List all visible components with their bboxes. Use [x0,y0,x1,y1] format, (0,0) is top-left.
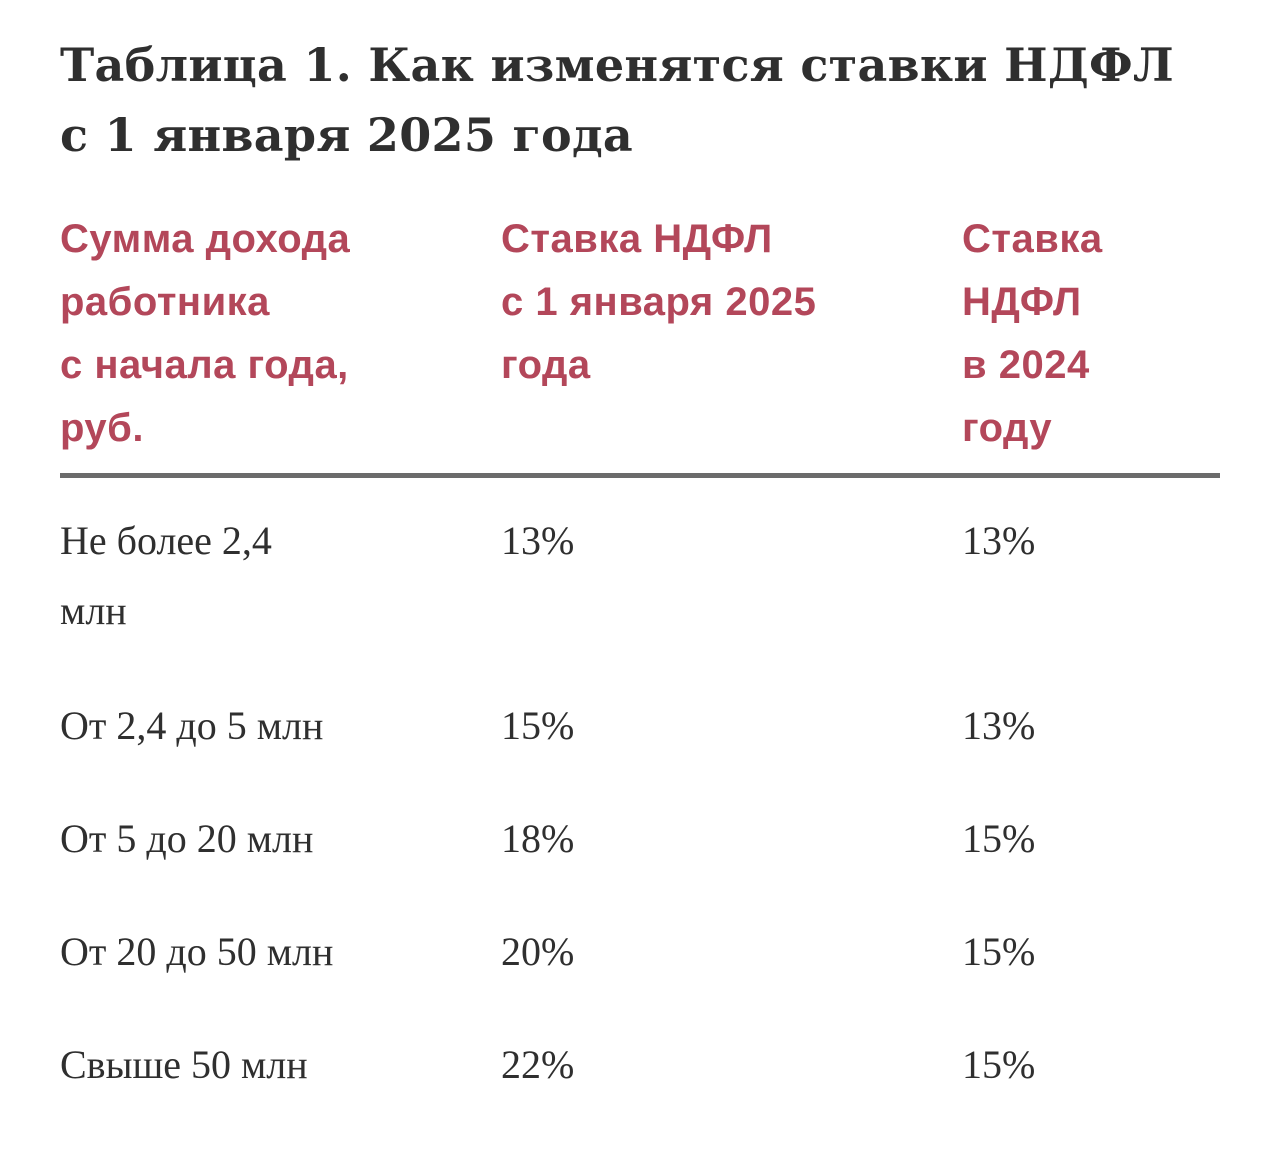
income-cell-line: От 20 до 50 млн [60,929,334,974]
rate-2024-cell: 13% [962,518,1036,563]
tax-rates-table: Сумма дохода работника с начала года, ру… [60,208,1220,1143]
header-income-line: работника [60,280,270,324]
rate-2025-cell: 18% [501,816,575,861]
rate-2025-cell: 13% [501,518,575,563]
header-rate-2024-line: Ставка [962,217,1103,261]
header-income-line: с начала года, [60,343,349,387]
header-income: Сумма дохода работника с начала года, ру… [60,208,350,460]
income-cell: От 2,4 до 5 млн [60,691,323,761]
table-row: От 20 до 50 млн 20% 15% [60,917,1220,1030]
header-rate-2024: Ставка НДФЛ в 2024 году [962,208,1103,460]
header-rate-2025-line: Ставка НДФЛ [501,217,773,261]
header-rate-2025: Ставка НДФЛ с 1 января 2025 года [501,208,816,397]
income-cell: Свыше 50 млн [60,1030,308,1100]
table-title-line-2: с 1 января 2025 года [60,108,634,162]
header-rate-2025-line: с 1 января 2025 [501,280,817,324]
table-row: Свыше 50 млн 22% 15% [60,1030,1220,1143]
income-cell-line: млн [60,588,127,633]
rate-2024-cell: 15% [962,816,1036,861]
income-cell-line: Не более 2,4 [60,518,272,563]
rate-2024-cell: 15% [962,929,1036,974]
rate-2024-cell: 15% [962,1042,1036,1087]
income-cell: От 5 до 20 млн [60,804,313,874]
income-cell-line: От 5 до 20 млн [60,816,314,861]
table-title: Таблица 1. Как изменятся ставки НДФЛ с 1… [60,30,1220,170]
table-title-line-1: Таблица 1. Как изменятся ставки НДФЛ [60,38,1174,92]
header-rate-2025-line: года [501,343,591,387]
header-rate-2024-line: НДФЛ [962,280,1082,324]
table-row: От 5 до 20 млн 18% 15% [60,804,1220,917]
header-rate-2024-line: в 2024 [962,343,1090,387]
income-cell-line: Свыше 50 млн [60,1042,308,1087]
income-cell: От 20 до 50 млн [60,917,333,987]
rate-2024-cell: 13% [962,703,1036,748]
rate-2025-cell: 22% [501,1042,575,1087]
document-page: Таблица 1. Как изменятся ставки НДФЛ с 1… [60,30,1220,1143]
table-header-row: Сумма дохода работника с начала года, ру… [60,208,1220,478]
table-row: Не более 2,4 млн 13% 13% [60,506,1220,691]
rate-2025-cell: 20% [501,929,575,974]
header-income-line: Сумма дохода [60,217,351,261]
table-row: От 2,4 до 5 млн 15% 13% [60,691,1220,804]
header-rate-2024-line: году [962,406,1053,450]
income-cell: Не более 2,4 млн [60,506,272,646]
income-cell-line: От 2,4 до 5 млн [60,703,324,748]
rate-2025-cell: 15% [501,703,575,748]
header-income-line: руб. [60,406,144,450]
